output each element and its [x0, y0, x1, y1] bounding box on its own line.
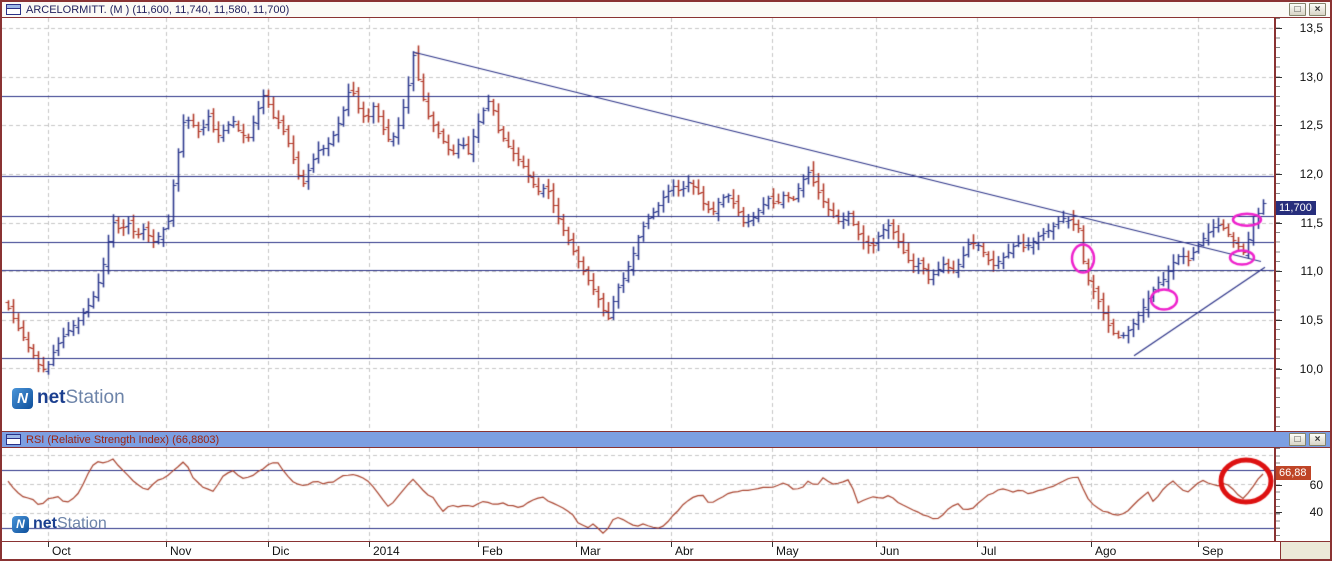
rsi-value-tag: 66,88: [1276, 466, 1311, 480]
rsi-panel-title: RSI (Relative Strength Index) (66,8803): [26, 433, 220, 446]
price-axis-label: 13,0: [1299, 70, 1323, 84]
time-axis-tick: [48, 542, 49, 547]
price-axis-label: 13,5: [1299, 21, 1323, 35]
main-chart-title: ARCELORMITT. (M ) (11,600, 11,740, 11,58…: [26, 3, 290, 16]
netstation-logo: N netStation: [12, 387, 125, 409]
rsi-chart-canvas[interactable]: [2, 448, 1274, 541]
price-axis-label: 10,0: [1299, 362, 1323, 376]
price-axis-label: 10,5: [1299, 313, 1323, 327]
main-chart-titlebar[interactable]: ARCELORMITT. (M ) (11,600, 11,740, 11,58…: [2, 2, 1330, 18]
rsi-axis-label: 40: [1309, 505, 1323, 519]
logo-net-text: net: [33, 515, 57, 532]
time-axis-label: 2014: [373, 544, 400, 558]
logo-station-text: Station: [65, 387, 125, 408]
time-axis-label: Feb: [482, 544, 503, 558]
close-icon[interactable]: ×: [1309, 3, 1326, 16]
netstation-logo: N netStation: [12, 515, 107, 533]
logo-net-text: net: [37, 387, 66, 408]
time-axis-tick: [977, 542, 978, 547]
rsi-axis-tick: [1276, 512, 1282, 513]
chart-window-icon[interactable]: [6, 4, 21, 15]
rsi-window-icon[interactable]: [6, 434, 21, 445]
close-icon[interactable]: ×: [1309, 433, 1326, 446]
time-axis-tick: [671, 542, 672, 547]
time-axis-label: Dic: [272, 544, 290, 558]
time-axis-label: Nov: [170, 544, 192, 558]
time-axis-label: Oct: [52, 544, 71, 558]
price-axis-label: 11,5: [1300, 216, 1323, 230]
time-axis-tick: [876, 542, 877, 547]
restore-icon[interactable]: □: [1289, 3, 1306, 16]
time-axis-label: Ago: [1095, 544, 1117, 558]
time-axis-tick: [1091, 542, 1092, 547]
price-axis-tick: [1276, 28, 1282, 29]
main-price-chart-canvas[interactable]: [2, 18, 1274, 431]
rsi-axis-tick: [1276, 485, 1282, 486]
time-axis[interactable]: Oct Nov Dic 2014 Feb Mar Abr May Jun Jul Ago Sep: [2, 541, 1330, 559]
price-axis-tick: [1276, 271, 1282, 272]
time-axis-label: Sep: [1202, 544, 1224, 558]
price-axis-label: 12,5: [1299, 118, 1323, 132]
restore-icon[interactable]: □: [1289, 433, 1306, 446]
axis-corner: [1280, 542, 1330, 559]
time-axis-label: Mar: [580, 544, 601, 558]
price-axis-tick: [1276, 174, 1282, 175]
time-axis-tick: [772, 542, 773, 547]
netstation-logo-icon: N: [12, 515, 29, 533]
price-axis-tick: [1276, 77, 1282, 78]
time-axis-tick: [369, 542, 370, 547]
price-axis-tick: [1276, 320, 1282, 321]
rsi-plot: N netStation: [2, 448, 1276, 541]
rsi-axis-label: 60: [1309, 478, 1323, 492]
price-axis-tick: [1276, 125, 1282, 126]
time-axis-tick: [166, 542, 167, 547]
rsi-panel-titlebar[interactable]: RSI (Relative Strength Index) (66,8803) …: [2, 431, 1330, 448]
logo-station-text: Station: [57, 515, 107, 532]
price-axis[interactable]: 11,700 13,5 13,0 12,5 12,0 11,5 11,0 10,5 10,0: [1276, 18, 1330, 431]
time-axis-label: Jul: [981, 544, 997, 558]
rsi-axis[interactable]: 66,88 60 40: [1276, 448, 1330, 541]
price-axis-label: 12,0: [1299, 167, 1323, 181]
time-axis-tick: [1198, 542, 1199, 547]
time-axis-tick: [268, 542, 269, 547]
time-axis-label: Jun: [880, 544, 900, 558]
price-axis-tick: [1276, 223, 1282, 224]
time-axis-tick: [478, 542, 479, 547]
time-axis-tick: [576, 542, 577, 547]
price-axis-tick: [1276, 369, 1282, 370]
last-price-tag: 11,700: [1276, 201, 1316, 215]
main-price-plot: N netStation: [2, 18, 1276, 431]
time-axis-label: Abr: [675, 544, 694, 558]
time-axis-label: May: [776, 544, 799, 558]
netstation-logo-icon: N: [12, 387, 33, 409]
price-axis-label: 11,0: [1300, 264, 1323, 278]
